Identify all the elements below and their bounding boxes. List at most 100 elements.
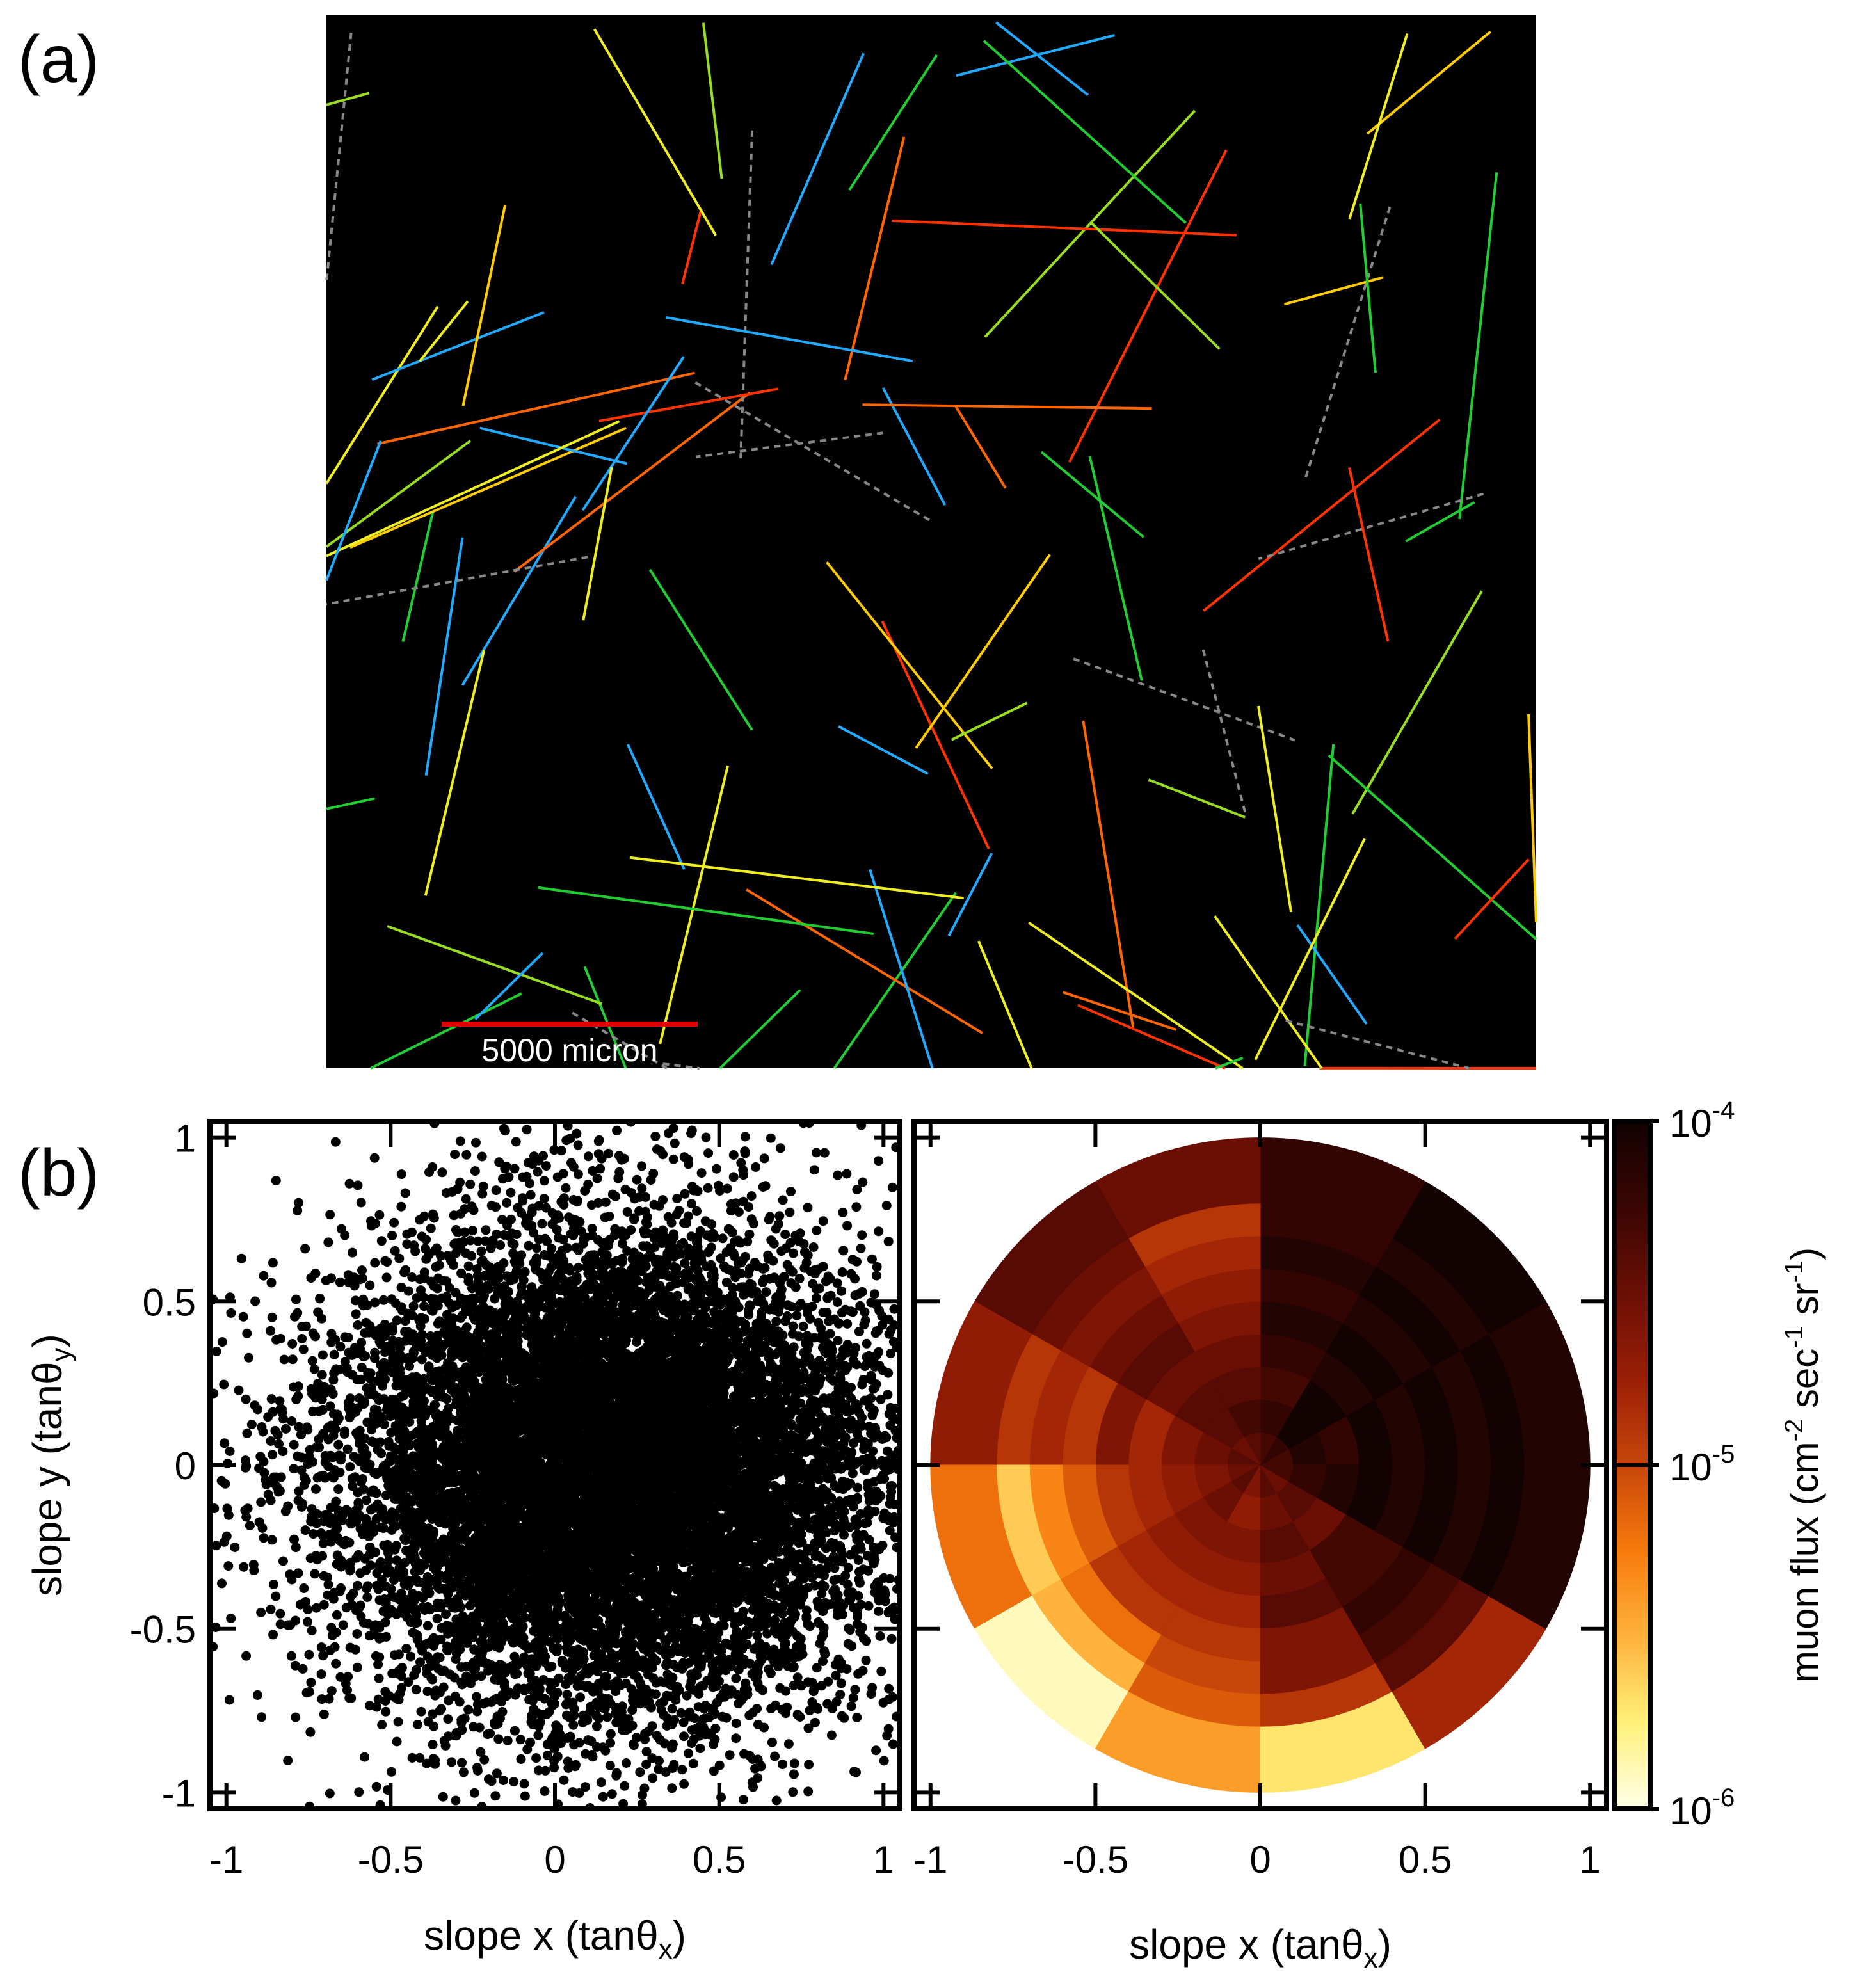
data-point — [568, 1230, 579, 1240]
track — [461, 495, 577, 686]
data-point — [342, 1444, 353, 1454]
data-point — [767, 1737, 777, 1747]
track — [844, 136, 906, 381]
track — [377, 371, 695, 445]
data-point — [575, 1692, 585, 1703]
track — [696, 431, 884, 458]
data-point — [812, 1225, 822, 1235]
track — [581, 356, 685, 511]
data-point — [522, 1125, 532, 1135]
data-point — [770, 1273, 780, 1283]
data-point — [437, 1704, 446, 1714]
data-point — [220, 1438, 230, 1448]
data-point — [323, 1237, 333, 1247]
track — [1348, 467, 1390, 642]
data-point — [513, 1203, 523, 1213]
data-point — [345, 1642, 355, 1653]
data-point — [515, 1735, 525, 1745]
data-point — [275, 1608, 285, 1619]
track — [349, 426, 627, 549]
track — [954, 405, 1007, 489]
track — [419, 300, 469, 362]
data-point — [376, 1236, 387, 1246]
data-point — [842, 1169, 852, 1179]
track — [995, 21, 1089, 96]
track — [1258, 492, 1484, 561]
track — [770, 52, 865, 266]
data-point — [701, 1132, 711, 1142]
track — [1077, 1004, 1226, 1070]
data-point — [874, 1607, 884, 1616]
data-point — [677, 1765, 687, 1775]
particle-tracks — [325, 21, 1537, 1070]
data-point — [323, 1580, 333, 1590]
panel-a-label: (a) — [18, 22, 99, 97]
track — [325, 440, 382, 581]
data-point — [328, 1431, 339, 1441]
data-point — [842, 1319, 853, 1329]
track — [626, 744, 686, 870]
data-point — [592, 1173, 602, 1183]
track — [387, 925, 602, 1006]
scale-bar-label: 5000 micron — [481, 1032, 657, 1068]
track — [326, 797, 375, 810]
track — [956, 34, 1115, 77]
track — [1028, 921, 1244, 1070]
data-point — [826, 1730, 837, 1740]
track — [325, 305, 439, 485]
data-point — [798, 1321, 808, 1331]
data-point — [573, 1140, 583, 1150]
data-point — [712, 1164, 721, 1174]
track — [648, 568, 753, 731]
data-point — [311, 1484, 321, 1494]
data-point — [497, 1215, 508, 1225]
data-point — [837, 1267, 847, 1277]
data-point — [721, 1713, 732, 1723]
track — [424, 650, 486, 896]
track — [1405, 501, 1475, 543]
data-point — [850, 1685, 860, 1695]
data-point — [386, 1427, 396, 1438]
track — [1527, 714, 1537, 923]
data-point — [444, 1695, 454, 1706]
data-point — [281, 1423, 291, 1434]
track — [1351, 590, 1483, 815]
data-point — [395, 1688, 405, 1699]
data-point — [310, 1569, 320, 1579]
track — [1254, 838, 1366, 1061]
data-point — [382, 1257, 392, 1267]
data-point — [687, 1199, 696, 1209]
data-point — [226, 1308, 236, 1318]
data-point — [465, 1601, 475, 1611]
data-point — [455, 1136, 465, 1146]
data-point — [509, 1726, 520, 1736]
data-point — [238, 1311, 248, 1322]
data-point — [396, 1169, 406, 1180]
track — [370, 992, 522, 1070]
data-point — [415, 1657, 425, 1667]
data-point — [298, 1344, 309, 1354]
track — [1088, 456, 1143, 681]
data-point — [762, 1628, 773, 1639]
data-point — [225, 1447, 235, 1456]
data-point — [782, 1311, 792, 1321]
data-point — [291, 1294, 301, 1304]
data-point — [369, 1153, 380, 1163]
data-point — [481, 1225, 491, 1235]
track — [1348, 33, 1409, 220]
data-point — [814, 1617, 824, 1627]
data-point — [725, 1750, 735, 1760]
track — [401, 513, 434, 643]
track — [582, 467, 613, 621]
track — [326, 92, 369, 106]
data-point — [312, 1442, 322, 1452]
data-point — [803, 1786, 814, 1797]
data-point — [389, 1217, 399, 1228]
data-point — [580, 1782, 590, 1792]
data-point — [493, 1734, 504, 1744]
data-point — [819, 1630, 829, 1639]
track — [665, 316, 913, 363]
data-point — [852, 1185, 862, 1195]
data-point — [667, 1704, 677, 1714]
track — [838, 725, 929, 775]
